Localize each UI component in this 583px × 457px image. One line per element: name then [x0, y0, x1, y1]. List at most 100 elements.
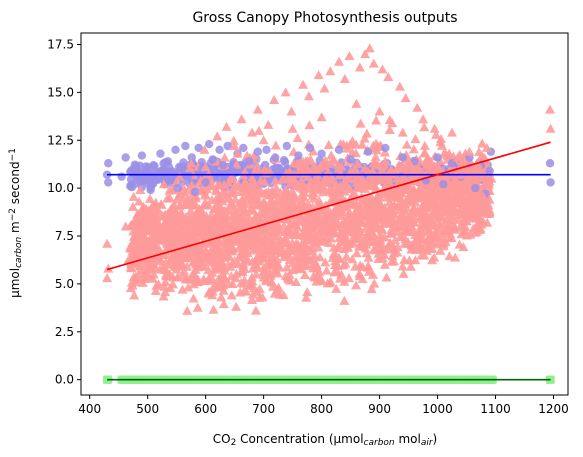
y-tick-label: 7.5 [55, 229, 74, 243]
data-point-triangle [406, 240, 417, 250]
x-axis-label: CO2 Concentration (µmolcarbon molair) [213, 432, 437, 448]
cloud-point-triangle [233, 179, 244, 189]
cloud-point-triangle [214, 213, 225, 223]
data-point-circle [215, 145, 224, 155]
cloud-point-circle [141, 175, 150, 185]
cloud-point-triangle [474, 146, 485, 156]
data-point-circle [317, 149, 326, 158]
cloud-point-triangle [207, 238, 218, 248]
cloud-point-triangle [168, 219, 179, 229]
cloud-point-triangle [323, 139, 334, 149]
cloud-point-triangle [271, 182, 282, 192]
cloud-point-triangle [232, 236, 243, 246]
cloud-point-triangle [285, 218, 296, 228]
fit-line [106, 141, 551, 271]
data-point-triangle [473, 160, 484, 170]
cloud-point-triangle [408, 162, 419, 172]
data-point-circle [104, 159, 113, 168]
cloud-point-triangle [484, 194, 495, 204]
cloud-point-triangle [331, 179, 342, 189]
cloud-point-triangle [427, 255, 438, 265]
data-point-triangle [287, 123, 298, 133]
cloud-point-circle [279, 155, 289, 165]
cloud-point-triangle [369, 237, 380, 247]
data-point-triangle [397, 127, 408, 137]
cloud-point-triangle [150, 286, 161, 296]
data-point-triangle [165, 204, 176, 214]
cloud-point-triangle [188, 293, 199, 303]
cloud-point-triangle [206, 243, 217, 253]
cloud-point-triangle [367, 269, 378, 279]
cloud-point-triangle [390, 235, 401, 245]
cloud-point-triangle [382, 179, 393, 189]
cloud-point-triangle [228, 135, 239, 145]
cloud-point-triangle [188, 212, 199, 222]
data-point-triangle [129, 231, 140, 241]
data-point-triangle [389, 248, 400, 258]
cloud-point-triangle [130, 277, 141, 287]
cloud-point-triangle [137, 226, 148, 236]
data-point-triangle [310, 162, 321, 172]
cloud-point-triangle [405, 189, 416, 199]
cloud-point-triangle [253, 187, 264, 197]
data-point-circle [104, 178, 113, 187]
y-ticks: 0.0 2.5 5.0 7.5 10.0 12.5 15.0 17.5 [47, 37, 81, 387]
cloud-point-triangle [299, 216, 310, 226]
data-point-circle [117, 172, 126, 181]
cloud-point-triangle [256, 249, 267, 259]
data-point-triangle [477, 190, 488, 200]
cloud-point-triangle [311, 217, 322, 227]
cloud-point-triangle [356, 205, 367, 215]
cloud-point-triangle [458, 242, 469, 252]
cloud-point-triangle [388, 256, 399, 266]
cloud-point-triangle [438, 238, 449, 248]
data-point-triangle [236, 114, 247, 124]
cloud-point-triangle [231, 159, 242, 169]
cloud-point-triangle [246, 184, 257, 194]
cloud-point-triangle [333, 163, 344, 173]
y-tick-label: 5.0 [55, 277, 74, 291]
cloud-point-triangle [125, 283, 136, 293]
data-point-triangle [545, 123, 556, 133]
cloud-point-triangle [373, 196, 384, 206]
cloud-point-triangle [399, 238, 410, 248]
cloud-point-triangle [242, 248, 253, 258]
data-point-triangle [298, 79, 309, 89]
cloud-point-triangle [333, 240, 344, 250]
data-point-triangle [140, 213, 151, 223]
cloud-point-triangle [272, 207, 283, 217]
data-point-triangle [354, 62, 365, 72]
cloud-point-triangle [213, 235, 224, 245]
data-point-triangle [269, 95, 280, 105]
cloud-point-triangle [213, 191, 224, 201]
cloud-point-triangle [381, 272, 392, 282]
cloud-point-triangle [359, 183, 370, 193]
cloud-point-triangle [355, 118, 366, 128]
data-point-triangle [412, 102, 423, 112]
x-tick-label: 800 [310, 402, 333, 416]
data-point-circle [398, 153, 407, 162]
cloud-point-triangle [446, 232, 457, 242]
cloud-point-triangle [394, 186, 405, 196]
cloud-point-triangle [284, 255, 295, 265]
cloud-point-triangle [249, 235, 260, 245]
y-tick-label: 0.0 [55, 373, 74, 387]
cloud-point-triangle [253, 225, 264, 235]
cloud-point-triangle [377, 164, 388, 174]
cloud-point-triangle [299, 165, 310, 175]
cloud-point-triangle [465, 193, 476, 203]
data-point-triangle [206, 227, 217, 237]
cloud-point-triangle [349, 230, 360, 240]
cloud-point-triangle [174, 189, 185, 199]
cloud-point-triangle [314, 267, 325, 277]
data-point-circle [184, 172, 193, 181]
cloud-point-triangle [208, 304, 219, 314]
cloud-point-triangle [269, 288, 280, 298]
data-point-triangle [190, 275, 201, 285]
data-point-triangle [377, 64, 388, 74]
cloud-point-triangle [266, 239, 277, 249]
cloud-point-triangle [370, 217, 381, 227]
data-point-triangle [383, 72, 394, 82]
data-point-triangle [161, 271, 172, 281]
cloud-point-triangle [160, 277, 171, 287]
